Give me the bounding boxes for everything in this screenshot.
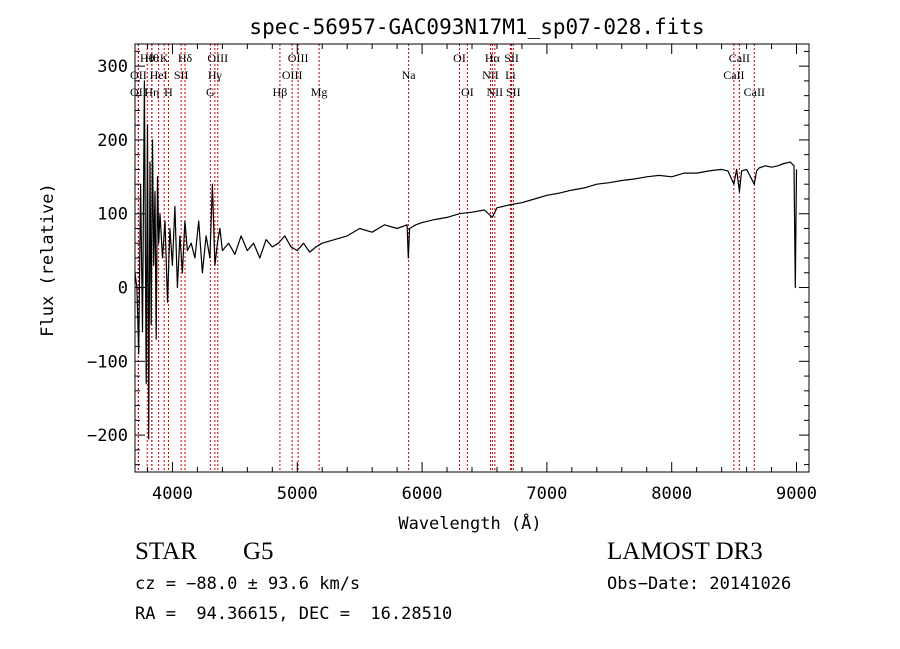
object-subclass: G5: [243, 538, 274, 565]
line-label-24: Mg: [311, 85, 328, 99]
x-tick-label-8000: 8000: [651, 484, 692, 504]
line-label-11: HeI: [150, 68, 168, 82]
y-axis-label: Flux (relative): [38, 183, 58, 337]
x-tick-label-4000: 4000: [152, 484, 193, 504]
x-tick-label-7000: 7000: [526, 484, 567, 504]
plot-frame: [134, 43, 810, 473]
plot-area: 4000 5000 6000 7000 8000 9000 −200 −100 0 100 200 3…: [87, 43, 817, 504]
line-label-26: NII: [487, 85, 504, 99]
x-tick-label-5000: 5000: [277, 484, 318, 504]
line-label-3: Hδ: [178, 51, 193, 65]
line-label-27: SII: [506, 85, 521, 99]
line-label-4: OIII: [207, 51, 228, 65]
y-tick-label-200: 200: [97, 131, 128, 151]
observation-date: Obs−Date: 20141026: [607, 574, 792, 594]
line-label-17: Li: [505, 68, 516, 82]
y-tick-label--100: −100: [87, 352, 128, 372]
line-label-13: Hγ: [208, 68, 223, 82]
line-label-16: NII: [482, 68, 499, 82]
line-label-28: CaII: [744, 85, 765, 99]
survey-name: LAMOST DR3: [607, 538, 763, 565]
line-label-23: Hβ: [273, 85, 288, 99]
line-label-20: Hη: [144, 85, 159, 99]
coordinates-readout: RA = 94.36615, DEC = 16.28510: [135, 604, 453, 624]
line-label-12: SII: [174, 68, 189, 82]
x-tick-label-6000: 6000: [402, 484, 443, 504]
line-label-7: Hα: [485, 51, 501, 65]
line-label-14: OIII: [282, 68, 303, 82]
y-tick-label-100: 100: [97, 205, 128, 225]
line-label-15: Na: [402, 68, 417, 82]
line-label-8: SII: [504, 51, 519, 65]
line-label-0: Hθ: [140, 51, 155, 65]
x-tick-label-9000: 9000: [776, 484, 817, 504]
line-label-1: Hθ: [145, 51, 160, 65]
line-label-5: OIII: [288, 51, 309, 65]
chart-title: spec-56957-GAC093N17M1_sp07-028.fits: [249, 15, 704, 39]
line-label-21: H: [164, 85, 173, 99]
redshift-readout: cz = −88.0 ± 93.6 km/s: [135, 574, 361, 594]
y-tick-label-0: 0: [118, 279, 128, 299]
line-label-10: OII: [130, 68, 147, 82]
object-class: STAR: [135, 538, 197, 565]
line-label-9: CaII: [729, 51, 750, 65]
line-label-2: K: [160, 51, 169, 65]
line-label-19: OII: [130, 85, 147, 99]
line-label-18: CaII: [723, 68, 744, 82]
line-label-6: OI: [453, 51, 466, 65]
x-axis-label: Wavelength (Å): [398, 512, 541, 534]
y-tick-label--200: −200: [87, 426, 128, 446]
line-label-22: G: [206, 85, 215, 99]
y-tick-label-300: 300: [97, 57, 128, 77]
line-label-25: OI: [461, 85, 474, 99]
spectrum-series-flux: [134, 80, 798, 440]
